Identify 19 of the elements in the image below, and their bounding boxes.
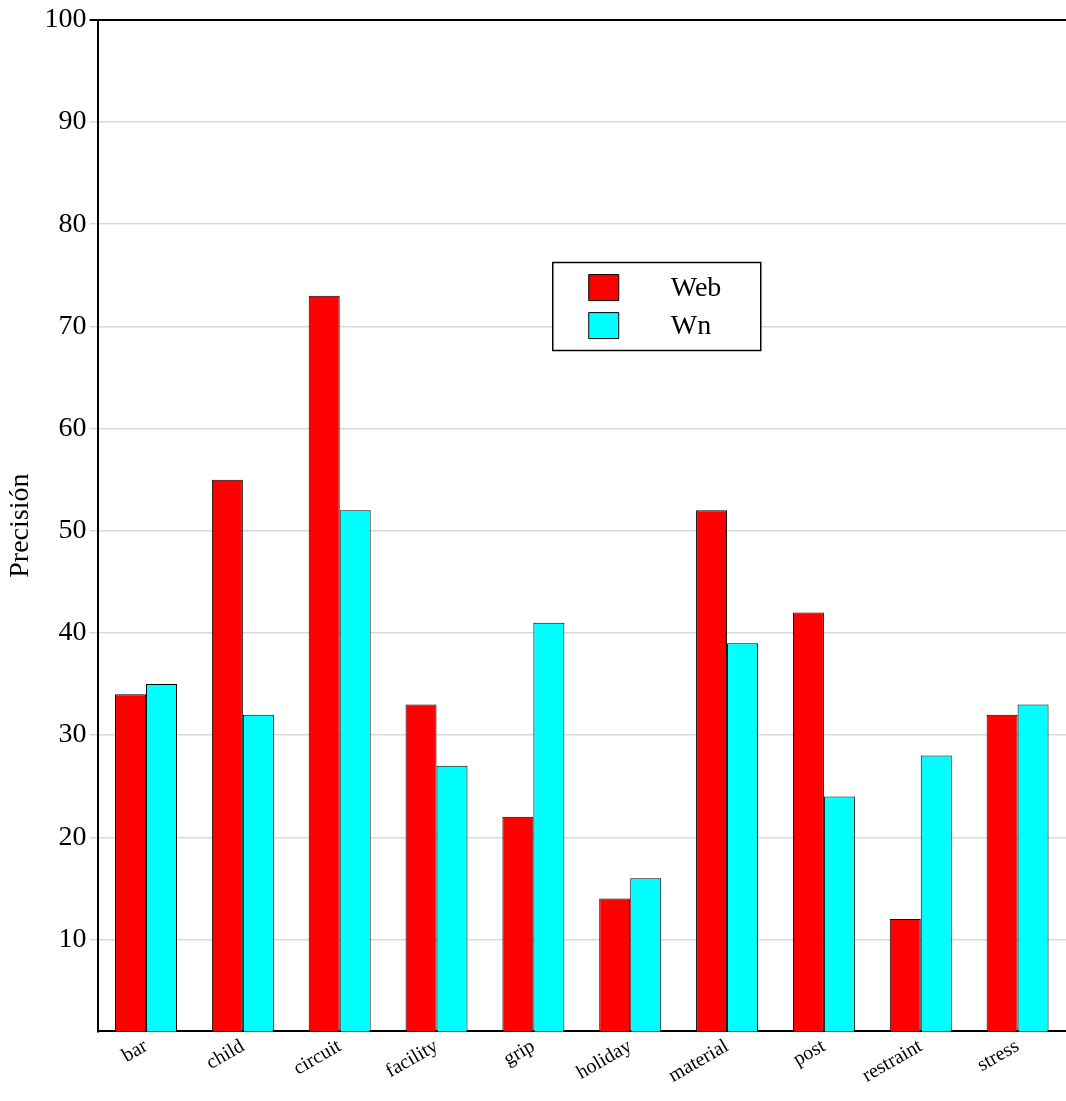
- x-tick-label: stress: [972, 1033, 1023, 1076]
- y-tick-label: 50: [58, 513, 87, 545]
- y-tick-label: 10: [58, 921, 87, 953]
- x-tick-label: post: [788, 1033, 830, 1071]
- legend-label: Web: [670, 270, 722, 302]
- x-tick-label: grip: [499, 1033, 539, 1070]
- y-axis-title: Precisión: [3, 473, 35, 578]
- x-tick-label: child: [201, 1033, 248, 1073]
- y-tick-label: 90: [58, 104, 87, 136]
- legend-label: Wn: [670, 308, 712, 340]
- y-tick-label: 70: [58, 308, 87, 340]
- y-tick-label: 100: [44, 2, 87, 34]
- y-tick-label: 80: [58, 206, 87, 238]
- x-tick-label: circuit: [289, 1033, 345, 1079]
- y-tick-label: 60: [58, 410, 87, 442]
- y-tick-label: 30: [58, 717, 87, 749]
- y-tick-label: 40: [58, 615, 87, 647]
- x-tick-label: bar: [117, 1033, 151, 1066]
- y-tick-label: 20: [58, 819, 87, 851]
